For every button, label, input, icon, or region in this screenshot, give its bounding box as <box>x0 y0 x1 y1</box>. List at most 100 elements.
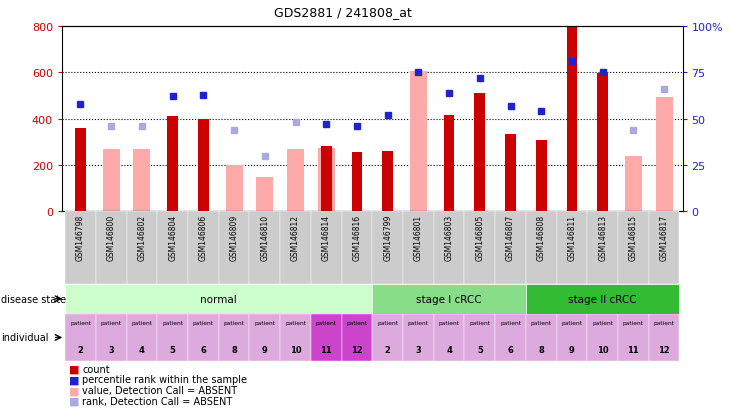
Text: 5: 5 <box>477 345 483 354</box>
Bar <box>464 314 495 361</box>
Bar <box>342 314 372 361</box>
Text: GSM146812: GSM146812 <box>291 214 300 260</box>
Bar <box>434 212 464 284</box>
Bar <box>75 128 86 212</box>
Text: GSM146806: GSM146806 <box>199 214 208 260</box>
Bar <box>134 150 150 212</box>
Bar <box>588 314 618 361</box>
Text: individual: individual <box>1 332 49 343</box>
Bar <box>526 212 556 284</box>
Text: ■: ■ <box>69 385 80 395</box>
Bar <box>464 212 495 284</box>
Bar <box>625 157 642 212</box>
Text: 10: 10 <box>290 345 301 354</box>
Bar <box>287 150 304 212</box>
Text: ■: ■ <box>69 375 80 385</box>
Bar <box>410 72 427 212</box>
Text: patient: patient <box>101 320 122 325</box>
Text: GSM146807: GSM146807 <box>506 214 515 260</box>
Bar <box>556 212 588 284</box>
Text: 3: 3 <box>108 345 114 354</box>
Text: 10: 10 <box>597 345 609 354</box>
Bar <box>656 97 672 212</box>
Bar <box>403 314 434 361</box>
Text: GSM146809: GSM146809 <box>229 214 239 260</box>
Text: GSM146811: GSM146811 <box>567 214 577 260</box>
Bar <box>474 94 485 212</box>
Text: patient: patient <box>131 320 153 325</box>
Bar <box>495 212 526 284</box>
Bar <box>536 141 547 212</box>
Text: patient: patient <box>439 320 459 325</box>
Text: GSM146817: GSM146817 <box>660 214 669 260</box>
Text: patient: patient <box>70 320 91 325</box>
Text: 11: 11 <box>320 345 332 354</box>
Text: stage I cRCC: stage I cRCC <box>416 294 482 304</box>
Text: GSM146814: GSM146814 <box>322 214 331 260</box>
Text: patient: patient <box>162 320 183 325</box>
Bar <box>198 119 209 212</box>
Bar <box>321 147 331 212</box>
Bar <box>556 314 588 361</box>
Bar <box>103 150 120 212</box>
Text: value, Detection Call = ABSENT: value, Detection Call = ABSENT <box>82 385 238 395</box>
Bar <box>311 314 342 361</box>
Text: GSM146800: GSM146800 <box>107 214 115 260</box>
Text: 6: 6 <box>507 345 513 354</box>
Bar <box>157 314 188 361</box>
Text: 2: 2 <box>77 345 83 354</box>
Text: ■: ■ <box>69 396 80 406</box>
Bar <box>434 314 464 361</box>
Text: GSM146810: GSM146810 <box>261 214 269 260</box>
Bar <box>372 314 403 361</box>
Bar <box>126 212 157 284</box>
Bar <box>383 152 393 212</box>
Bar <box>96 212 126 284</box>
Text: patient: patient <box>592 320 613 325</box>
Text: patient: patient <box>408 320 429 325</box>
Text: disease state: disease state <box>1 294 66 304</box>
Bar <box>311 212 342 284</box>
Text: GSM146808: GSM146808 <box>537 214 546 260</box>
Text: patient: patient <box>531 320 552 325</box>
Text: 9: 9 <box>569 345 575 354</box>
Text: patient: patient <box>500 320 521 325</box>
Text: patient: patient <box>653 320 675 325</box>
Bar <box>219 314 250 361</box>
Bar <box>188 314 219 361</box>
Bar <box>597 74 608 212</box>
Bar <box>403 212 434 284</box>
Bar <box>280 314 311 361</box>
Text: 8: 8 <box>231 345 237 354</box>
Text: 9: 9 <box>262 345 268 354</box>
Text: GSM146804: GSM146804 <box>168 214 177 260</box>
Text: 4: 4 <box>139 345 145 354</box>
Text: ■: ■ <box>69 364 80 374</box>
Bar <box>649 212 680 284</box>
Text: 4: 4 <box>446 345 452 354</box>
Text: GSM146813: GSM146813 <box>598 214 607 260</box>
Text: 2: 2 <box>385 345 391 354</box>
Bar <box>256 177 273 212</box>
Text: patient: patient <box>469 320 491 325</box>
Text: patient: patient <box>561 320 583 325</box>
Text: GSM146801: GSM146801 <box>414 214 423 260</box>
Text: percentile rank within the sample: percentile rank within the sample <box>82 375 247 385</box>
Bar <box>444 116 455 212</box>
Text: GDS2881 / 241808_at: GDS2881 / 241808_at <box>274 6 412 19</box>
Bar <box>372 284 526 314</box>
Text: GSM146815: GSM146815 <box>629 214 638 260</box>
Bar <box>126 314 157 361</box>
Text: patient: patient <box>347 320 367 325</box>
Text: rank, Detection Call = ABSENT: rank, Detection Call = ABSENT <box>82 396 233 406</box>
Text: patient: patient <box>623 320 644 325</box>
Text: stage II cRCC: stage II cRCC <box>569 294 637 304</box>
Bar <box>188 212 219 284</box>
Bar <box>352 153 362 212</box>
Bar <box>649 314 680 361</box>
Text: patient: patient <box>193 320 214 325</box>
Bar <box>372 212 403 284</box>
Bar <box>618 212 649 284</box>
Bar <box>157 212 188 284</box>
Bar <box>526 314 556 361</box>
